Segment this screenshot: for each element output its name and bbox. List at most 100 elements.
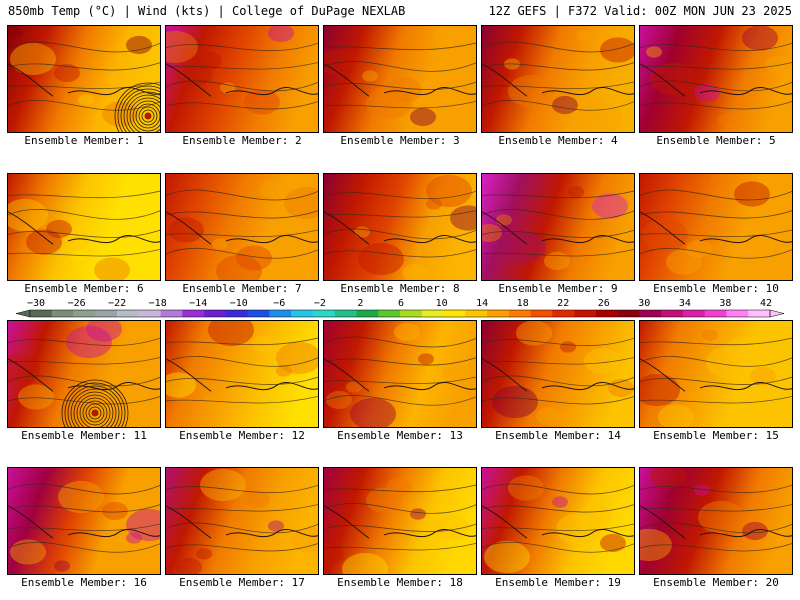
colorbar-tick-label: −30: [27, 298, 45, 309]
coastline: [541, 528, 634, 538]
member-map-panel: [481, 467, 635, 575]
coastline: [67, 86, 160, 96]
wind-contour-line: [8, 375, 160, 387]
wind-contour-line: [166, 101, 318, 110]
temperature-field: [640, 468, 792, 574]
member-map-panel: [323, 173, 477, 281]
wind-contour-line: [324, 100, 476, 109]
colorbar-swatch: [204, 310, 227, 317]
wind-contour-line: [640, 229, 792, 238]
cyclone-isobar: [114, 82, 160, 132]
wind-contour-line: [324, 210, 476, 218]
member-label: Ensemble Member: 8: [340, 282, 460, 295]
member-map-panel: [639, 25, 793, 133]
colorbar-tick-label: 30: [638, 298, 650, 309]
colorbar-swatch: [95, 310, 118, 317]
coastline: [166, 358, 212, 392]
coastline: [383, 86, 476, 96]
member-map-panel: [481, 173, 635, 281]
wind-contour-line: [324, 190, 476, 200]
member-map-panel: [481, 25, 635, 133]
cyclone-isobar: [135, 103, 160, 129]
wind-contour-line: [324, 394, 476, 406]
coastline: [640, 63, 686, 97]
wind-contour-line: [8, 62, 160, 71]
temperature-field: [166, 26, 318, 132]
coastline: [699, 234, 792, 244]
colorbar-tick-label: 42: [760, 298, 772, 309]
wind-contour-line: [166, 484, 318, 494]
cyclone-isobar: [132, 100, 160, 132]
member-map-panel: [323, 320, 477, 428]
cyclone-isobar: [73, 391, 117, 427]
wind-contour-line: [8, 337, 160, 347]
cyclone-isobar: [123, 91, 160, 132]
wind-contour-line: [324, 523, 476, 532]
coastline: [8, 63, 54, 97]
wind-contour-line: [324, 376, 476, 385]
temperature-field: [166, 468, 318, 574]
coastline: [166, 211, 212, 245]
member-label: Ensemble Member: 11: [21, 429, 147, 442]
coastline: [8, 505, 54, 539]
wind-contour-line: [482, 541, 634, 553]
coastline: [699, 528, 792, 538]
colorbar-swatch: [269, 310, 292, 317]
wind-contour-line: [166, 247, 318, 259]
colorbar-swatch: [73, 310, 96, 317]
coastline: [383, 528, 476, 538]
coastline: [225, 86, 318, 96]
colorbar-swatch: [595, 310, 618, 317]
wind-contour-line: [482, 523, 634, 532]
wind-contour-line: [640, 80, 792, 92]
member-label: Ensemble Member: 16: [21, 576, 147, 589]
cyclone-isobar: [117, 85, 160, 132]
wind-contour-line: [640, 247, 792, 259]
member-map-panel: [323, 467, 477, 575]
colorbar-swatch: [530, 310, 553, 317]
coastline: [67, 234, 160, 244]
wind-contour-line: [640, 189, 792, 201]
colorbar-tick-label: 18: [517, 298, 529, 309]
wind-contour-line: [166, 504, 318, 512]
colorbar-swatch: [225, 310, 248, 317]
cyclone-isobar: [129, 97, 160, 132]
temperature-field: [482, 26, 634, 132]
wind-contour-line: [8, 357, 160, 365]
wind-contour-line: [482, 396, 634, 405]
colorbar-tick-label: −6: [273, 298, 285, 309]
colorbar-swatch: [334, 310, 357, 317]
temperature-field: [482, 321, 634, 427]
member-map-panel: [639, 467, 793, 575]
cyclone-isobar: [138, 106, 158, 126]
coastline: [225, 234, 318, 244]
member-label: Ensemble Member: 7: [182, 282, 302, 295]
wind-contour-line: [324, 60, 476, 72]
wind-contour-line: [640, 355, 792, 367]
cyclone-isobar: [64, 382, 126, 427]
wind-contour-line: [482, 357, 634, 365]
colorbar-swatch: [421, 310, 444, 317]
wind-contour-line: [166, 376, 318, 385]
wind-contour-line: [324, 249, 476, 258]
member-label: Ensemble Member: 19: [495, 576, 621, 589]
temperature-field: [8, 26, 160, 132]
coastline: [541, 381, 634, 391]
colorbar-swatch: [138, 310, 161, 317]
colorbar-tick-label: 38: [719, 298, 731, 309]
coastline: [324, 358, 370, 392]
coastline: [8, 358, 54, 392]
colorbar-swatch: [465, 310, 488, 317]
coastline: [225, 381, 318, 391]
colorbar-swatch: [617, 310, 640, 317]
colorbar-swatch: [443, 310, 466, 317]
member-map-panel: [639, 173, 793, 281]
temperature-field: [166, 174, 318, 280]
coastline: [324, 211, 370, 245]
wind-contour-line: [324, 228, 476, 240]
temperature-field: [640, 321, 792, 427]
wind-contour-line: [8, 229, 160, 238]
colorbar-tick-label: −10: [230, 298, 248, 309]
member-label: Ensemble Member: 6: [24, 282, 144, 295]
wind-contour-line: [482, 248, 634, 257]
